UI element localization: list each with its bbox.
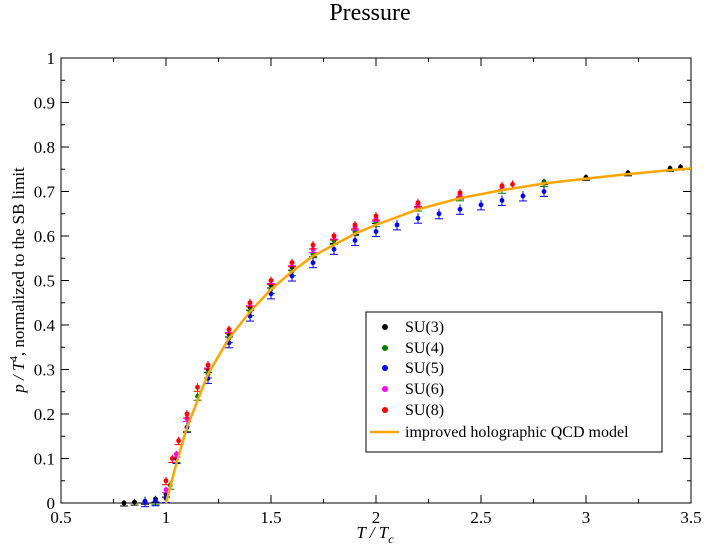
data-point xyxy=(457,190,463,196)
data-point xyxy=(331,246,337,252)
data-point xyxy=(195,384,200,390)
data-point xyxy=(478,202,484,208)
y-tick-label: 0.7 xyxy=(34,183,56,202)
data-point xyxy=(205,362,211,368)
data-point xyxy=(121,500,127,506)
x-axis-label-sub: c xyxy=(388,532,394,546)
data-point xyxy=(499,198,505,203)
legend-label-su3: SU(3) xyxy=(405,319,444,336)
data-point xyxy=(499,183,505,189)
curve-line xyxy=(164,167,692,504)
series-layer xyxy=(120,164,692,508)
legend-marker-su6 xyxy=(382,386,388,392)
x-axis-label-main: T / T xyxy=(356,523,389,542)
legend-marker-su5 xyxy=(382,365,388,371)
data-point xyxy=(163,478,169,484)
legend-label-su4: SU(4) xyxy=(405,340,444,357)
legend-box xyxy=(365,311,663,453)
data-point xyxy=(352,222,358,228)
data-point xyxy=(289,273,295,279)
y-axis-label-pre: p / T xyxy=(9,360,28,394)
y-tick-label: 0.8 xyxy=(34,138,55,157)
data-point xyxy=(415,215,421,221)
data-point xyxy=(373,229,379,234)
data-point xyxy=(373,213,379,219)
data-point xyxy=(132,499,137,505)
y-tick-label: 0.5 xyxy=(34,272,55,291)
data-point xyxy=(268,278,274,283)
legend-marker-su3 xyxy=(382,324,388,330)
legend-label-holographic: improved holographic QCD model xyxy=(405,424,629,441)
data-point xyxy=(520,193,526,199)
series-su-8 xyxy=(162,180,517,486)
data-point xyxy=(142,499,148,505)
x-tick-label: 1 xyxy=(162,508,171,527)
x-tick-label: 2.5 xyxy=(470,508,491,527)
data-point xyxy=(331,233,337,239)
data-point xyxy=(352,238,358,243)
data-point xyxy=(247,300,253,306)
data-point xyxy=(436,211,442,217)
x-tick-label: 3.5 xyxy=(680,508,701,527)
legend-marker-su4 xyxy=(382,345,388,351)
x-axis-label: T / Tc xyxy=(356,523,394,546)
legend-marker-su8 xyxy=(382,407,388,413)
x-tick-label: 1.5 xyxy=(260,508,281,527)
data-point xyxy=(457,206,463,212)
data-point xyxy=(394,222,400,228)
y-tick-label: 0.2 xyxy=(34,405,55,424)
data-point xyxy=(415,200,421,206)
x-tick-label: 3 xyxy=(582,508,591,527)
series-improved-holographic-qcd-model xyxy=(164,167,692,504)
y-axis-label: p / T4, normalized to the SB limit xyxy=(8,167,28,394)
y-tick-label: 0.3 xyxy=(34,361,55,380)
y-axis-label-post: , normalized to the SB limit xyxy=(9,167,28,356)
data-point xyxy=(153,498,158,504)
x-tick-label: 2 xyxy=(372,508,381,527)
legend: SU(3) SU(4) SU(5) SU(6) SU(8) improved h… xyxy=(365,311,663,453)
x-tick-label: 0.5 xyxy=(50,508,71,527)
axis-ticks: 0.5 1 1.5 2 2.5 3 3.5 0 0.1 0.2 0.3 0.4 0.5 0.6 0.7 0.8… xyxy=(34,49,702,527)
y-tick-label: 0.4 xyxy=(34,316,56,335)
data-point xyxy=(310,242,316,248)
data-point xyxy=(541,189,547,194)
data-point xyxy=(176,438,182,444)
legend-label-su6: SU(6) xyxy=(405,381,444,398)
data-point xyxy=(169,456,175,461)
data-point xyxy=(163,487,169,493)
chart-title: Pressure xyxy=(329,0,410,26)
y-axis-label-sup: 4 xyxy=(8,356,20,362)
y-tick-label: 0.6 xyxy=(34,227,55,246)
data-point xyxy=(310,260,316,266)
data-point xyxy=(289,260,295,266)
y-tick-label: 0.1 xyxy=(34,450,55,469)
data-point xyxy=(184,411,190,417)
legend-label-su8: SU(8) xyxy=(405,402,444,419)
y-tick-label: 1 xyxy=(47,49,56,68)
data-point xyxy=(268,291,274,297)
data-point xyxy=(226,327,232,332)
data-point xyxy=(510,181,515,187)
legend-label-su5: SU(5) xyxy=(405,360,444,377)
y-tick-label: 0 xyxy=(47,494,56,513)
y-tick-label: 0.9 xyxy=(34,94,55,113)
